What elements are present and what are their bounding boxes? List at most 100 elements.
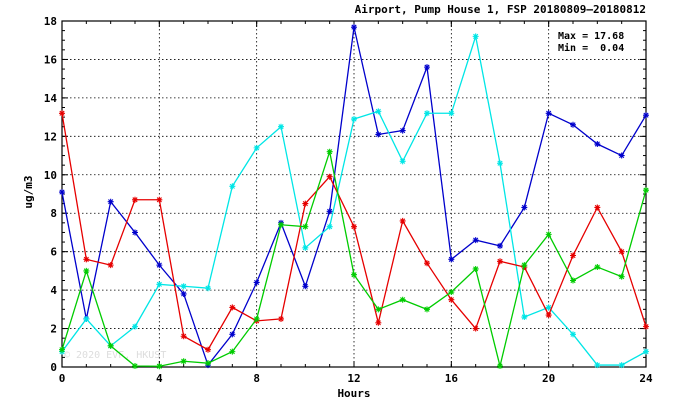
- data-point: [107, 262, 114, 269]
- data-point: [132, 196, 138, 203]
- data-point: [156, 262, 163, 269]
- data-point: [448, 296, 455, 303]
- data-point: [570, 252, 576, 259]
- data-point: [594, 204, 601, 211]
- data-point: [643, 112, 649, 119]
- data-point: [229, 183, 236, 190]
- data-point: [180, 358, 187, 365]
- data-point: [594, 362, 601, 369]
- data-point: [643, 187, 649, 194]
- data-point: [570, 277, 576, 284]
- data-point: [472, 237, 479, 244]
- data-point: [205, 346, 211, 353]
- data-point: [302, 200, 309, 207]
- data-point: [375, 306, 382, 313]
- data-point: [253, 315, 260, 322]
- data-point: [278, 315, 284, 322]
- data-point: [302, 223, 309, 230]
- data-point: [253, 144, 260, 151]
- data-point: [107, 198, 114, 205]
- data-point: [83, 256, 90, 263]
- data-point: [205, 360, 211, 367]
- data-point: [59, 189, 65, 196]
- data-point: [545, 304, 552, 311]
- watermark: © 2020 EVF, HKUST: [64, 350, 166, 361]
- data-point: [326, 173, 333, 180]
- y-tick-label: 16: [44, 53, 58, 66]
- data-point: [545, 231, 552, 238]
- x-tick-label: 8: [253, 372, 260, 385]
- x-tick-label: 24: [639, 372, 653, 385]
- data-point: [156, 281, 163, 288]
- data-point: [351, 116, 357, 123]
- data-point: [399, 296, 406, 303]
- data-point: [448, 110, 455, 117]
- y-tick-label: 8: [50, 207, 57, 220]
- y-tick-label: 18: [44, 15, 57, 28]
- y-tick-label: 14: [44, 92, 58, 105]
- data-point: [229, 348, 236, 355]
- data-point: [594, 141, 601, 148]
- data-point: [326, 223, 333, 230]
- data-point: [399, 217, 406, 224]
- y-tick-label: 12: [44, 130, 57, 143]
- data-point: [59, 346, 65, 353]
- data-point: [132, 323, 138, 330]
- data-point: [156, 363, 163, 370]
- data-point: [278, 221, 284, 228]
- data-point: [180, 290, 187, 297]
- data-point: [399, 127, 406, 134]
- data-point: [107, 342, 114, 349]
- data-point: [375, 108, 382, 115]
- data-point: [594, 264, 601, 271]
- data-point: [521, 314, 528, 321]
- data-point: [618, 362, 625, 369]
- data-point: [497, 242, 503, 249]
- data-point: [570, 121, 576, 128]
- data-point: [59, 110, 65, 117]
- y-tick-label: 10: [44, 169, 57, 182]
- data-point: [132, 363, 138, 370]
- data-point: [448, 256, 455, 263]
- y-axis-label: ug/m3: [22, 175, 35, 208]
- data-point: [229, 331, 236, 338]
- x-tick-label: 16: [445, 372, 459, 385]
- data-point: [643, 323, 649, 330]
- x-tick-label: 12: [347, 372, 360, 385]
- data-point: [497, 258, 503, 265]
- data-point: [83, 315, 90, 322]
- data-point: [302, 283, 309, 290]
- data-point: [83, 267, 90, 274]
- data-point: [351, 24, 357, 31]
- data-point: [424, 110, 430, 117]
- x-tick-label: 20: [542, 372, 555, 385]
- data-point: [618, 248, 625, 255]
- data-point: [472, 33, 479, 40]
- data-point: [375, 319, 382, 326]
- data-point: [180, 333, 187, 340]
- data-point: [253, 279, 260, 286]
- data-point: [399, 158, 406, 165]
- data-point: [643, 348, 649, 355]
- data-point: [156, 196, 163, 203]
- data-point: [180, 283, 187, 290]
- data-point: [278, 123, 284, 130]
- data-point: [521, 204, 528, 211]
- data-point: [375, 131, 382, 138]
- data-point: [326, 208, 333, 215]
- data-point: [497, 160, 503, 167]
- data-point: [229, 304, 236, 311]
- chart-title: Airport, Pump House 1, FSP 20180809–2018…: [355, 3, 646, 16]
- data-point: [424, 306, 430, 313]
- data-point: [351, 271, 357, 278]
- data-point: [351, 223, 357, 230]
- data-point: [521, 262, 528, 269]
- y-tick-label: 6: [50, 246, 57, 259]
- x-tick-label: 0: [59, 372, 66, 385]
- min-label: Min = 0.04: [558, 42, 624, 54]
- data-point: [472, 265, 479, 272]
- data-point: [132, 229, 138, 236]
- data-point: [302, 244, 309, 251]
